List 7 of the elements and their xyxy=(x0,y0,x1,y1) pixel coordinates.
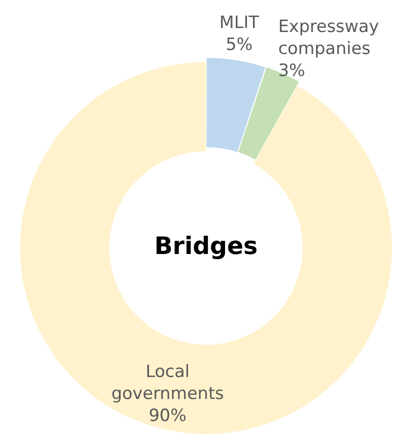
data-label: 5% xyxy=(226,35,253,56)
slice-label: MLIT xyxy=(219,13,260,34)
slice-label: Expressway companies xyxy=(278,17,379,60)
data-label: 3% xyxy=(278,61,306,82)
data-label: 90% xyxy=(148,406,187,426)
slice-label: Local governments xyxy=(111,362,224,404)
text: Bridges xyxy=(154,232,258,260)
